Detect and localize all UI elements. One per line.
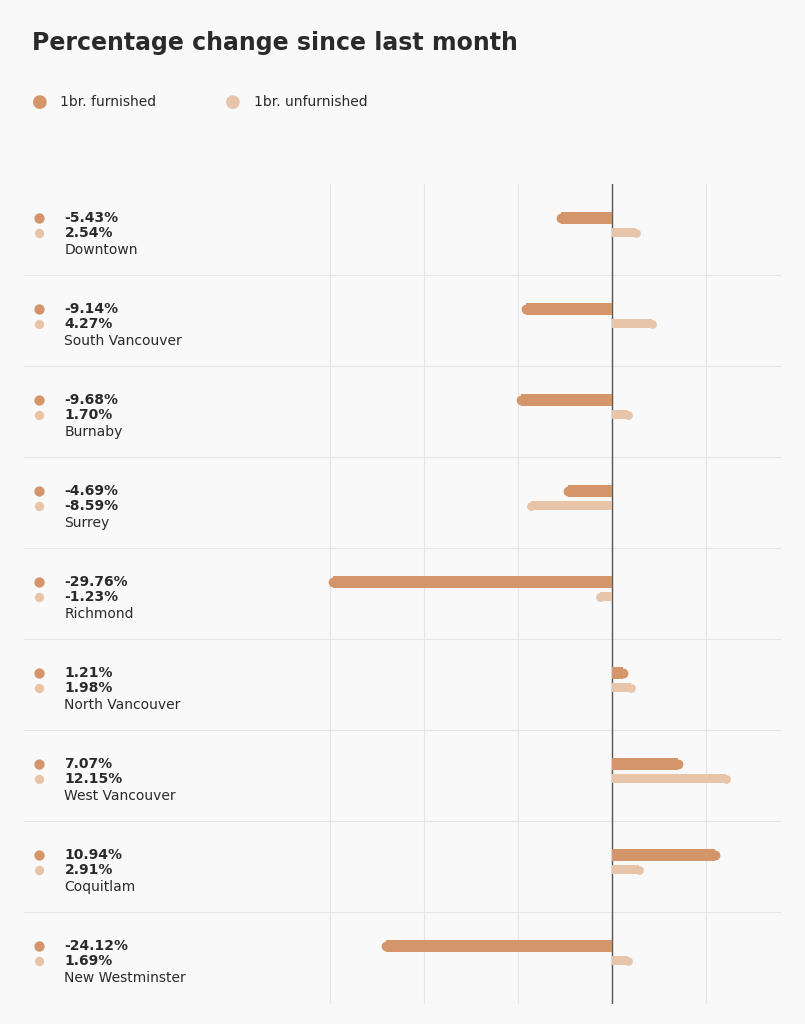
Text: ●: ●: [225, 93, 242, 112]
Bar: [612, 758, 679, 770]
Bar: [612, 228, 636, 238]
Bar: [386, 940, 612, 952]
Bar: [612, 668, 623, 679]
Text: -29.76%: -29.76%: [64, 575, 128, 589]
Text: -5.43%: -5.43%: [64, 211, 118, 225]
Text: -24.12%: -24.12%: [64, 939, 129, 953]
Point: [32, 770, 45, 786]
Point: [32, 392, 45, 409]
Text: South Vancouver: South Vancouver: [64, 334, 182, 348]
Point: [624, 680, 637, 696]
Point: [621, 952, 634, 969]
Bar: [612, 683, 630, 692]
Text: Percentage change since last month: Percentage change since last month: [32, 31, 518, 54]
Text: Surrey: Surrey: [64, 516, 109, 530]
Point: [514, 392, 527, 409]
Point: [32, 315, 45, 332]
Point: [562, 483, 575, 500]
Text: ●: ●: [32, 93, 48, 112]
Point: [32, 952, 45, 969]
Text: 2.91%: 2.91%: [64, 862, 113, 877]
Bar: [612, 774, 726, 783]
Text: 1.21%: 1.21%: [64, 666, 113, 680]
Bar: [531, 501, 612, 510]
Bar: [612, 319, 652, 328]
Text: West Vancouver: West Vancouver: [64, 788, 176, 803]
Text: 2.54%: 2.54%: [64, 225, 113, 240]
Text: North Vancouver: North Vancouver: [64, 698, 181, 712]
Text: 1br. unfurnished: 1br. unfurnished: [254, 95, 367, 110]
Bar: [526, 303, 612, 315]
Bar: [612, 849, 715, 861]
Point: [520, 301, 533, 317]
Text: 1.69%: 1.69%: [64, 953, 113, 968]
Point: [32, 483, 45, 500]
Text: 4.27%: 4.27%: [64, 316, 113, 331]
Point: [617, 665, 630, 681]
Text: -9.14%: -9.14%: [64, 302, 118, 316]
Bar: [568, 485, 612, 497]
Bar: [612, 865, 639, 874]
Text: 12.15%: 12.15%: [64, 772, 122, 785]
Point: [32, 665, 45, 681]
Text: Burnaby: Burnaby: [64, 425, 123, 439]
Point: [32, 589, 45, 605]
Bar: [521, 394, 612, 406]
Point: [633, 861, 646, 878]
Bar: [561, 212, 612, 224]
Text: 7.07%: 7.07%: [64, 757, 113, 771]
Point: [594, 589, 607, 605]
Point: [621, 407, 634, 423]
Point: [630, 224, 642, 241]
Point: [555, 210, 568, 226]
Bar: [612, 956, 628, 966]
Point: [525, 498, 538, 514]
Text: Coquitlam: Coquitlam: [64, 880, 136, 894]
Text: New Westminster: New Westminster: [64, 971, 186, 985]
Point: [32, 498, 45, 514]
Text: -8.59%: -8.59%: [64, 499, 118, 513]
Point: [32, 224, 45, 241]
Point: [32, 573, 45, 590]
Point: [672, 756, 685, 772]
Point: [32, 861, 45, 878]
Text: -9.68%: -9.68%: [64, 393, 118, 408]
Bar: [601, 592, 612, 601]
Text: 1.70%: 1.70%: [64, 408, 113, 422]
Point: [720, 770, 733, 786]
Bar: [332, 577, 612, 588]
Bar: [612, 410, 628, 419]
Text: 1.98%: 1.98%: [64, 681, 113, 694]
Point: [379, 938, 392, 954]
Text: Richmond: Richmond: [64, 607, 134, 621]
Point: [708, 847, 721, 863]
Point: [646, 315, 658, 332]
Text: -1.23%: -1.23%: [64, 590, 118, 604]
Point: [32, 938, 45, 954]
Point: [32, 756, 45, 772]
Point: [32, 407, 45, 423]
Point: [32, 301, 45, 317]
Text: 10.94%: 10.94%: [64, 848, 122, 862]
Text: 1br. furnished: 1br. furnished: [60, 95, 156, 110]
Text: -4.69%: -4.69%: [64, 484, 118, 498]
Text: Downtown: Downtown: [64, 243, 138, 257]
Point: [326, 573, 339, 590]
Point: [32, 680, 45, 696]
Point: [32, 210, 45, 226]
Point: [32, 847, 45, 863]
